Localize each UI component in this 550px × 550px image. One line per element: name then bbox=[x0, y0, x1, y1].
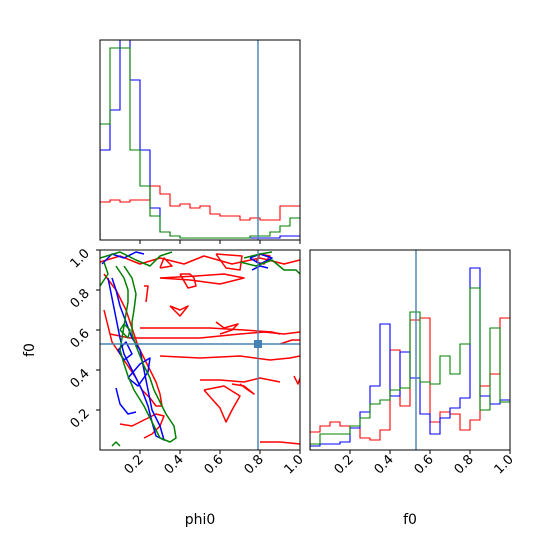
y-axis-label-f0: f0 bbox=[22, 343, 38, 357]
f0-ytick-label: 0.8 bbox=[68, 286, 93, 311]
phi0-xtick-label: 0.4 bbox=[162, 452, 187, 477]
contour-blue-0 bbox=[101, 251, 145, 265]
f0-ytick-label: 0.6 bbox=[68, 326, 93, 351]
contour-red-7 bbox=[169, 305, 189, 317]
f0-hist-xtick-label: 0.4 bbox=[372, 452, 397, 477]
phi0-xtick-label: 0.6 bbox=[202, 452, 227, 477]
f0-ytick-label: 1.0 bbox=[68, 246, 93, 271]
joint-frame bbox=[99, 249, 301, 451]
phi0-histogram-series bbox=[100, 40, 300, 240]
phi0-histogram-red bbox=[100, 185, 300, 240]
phi0-xtick-label: 0.8 bbox=[242, 452, 267, 477]
contour-blue-4 bbox=[115, 387, 137, 415]
contour-green-5 bbox=[243, 251, 273, 259]
phi0-histogram-green bbox=[100, 47, 300, 240]
contour-red-6 bbox=[144, 285, 149, 303]
phi0-xtick-label: 0.2 bbox=[122, 452, 147, 477]
contour-red-10 bbox=[109, 331, 300, 339]
contour-red-8 bbox=[215, 321, 239, 335]
contour-blue-3 bbox=[127, 357, 151, 387]
f0-histogram-green bbox=[310, 287, 510, 450]
f0-histogram-panel: 0.2 0.4 0.6 0.8 1.0 bbox=[309, 249, 517, 477]
contour-blue-1 bbox=[107, 277, 165, 441]
phi0-histogram-panel bbox=[99, 39, 301, 244]
f0-histogram-frame bbox=[309, 249, 511, 451]
contour-green-0 bbox=[100, 251, 173, 267]
f0-hist-xtick-label: 1.0 bbox=[492, 452, 517, 477]
x-axis-label-phi0: phi0 bbox=[185, 512, 216, 528]
f0-hist-xtick-label: 0.6 bbox=[412, 452, 437, 477]
contour-red-0 bbox=[100, 255, 300, 265]
x-axis-label-f0: f0 bbox=[403, 512, 417, 528]
truth-marker bbox=[254, 340, 262, 348]
contour-red-9 bbox=[140, 327, 281, 335]
contour-red-3 bbox=[179, 273, 197, 289]
f0-hist-xtick-label: 0.8 bbox=[452, 452, 477, 477]
contour-red-11 bbox=[159, 355, 300, 361]
contour-green-4 bbox=[239, 259, 300, 275]
contour-red-12 bbox=[279, 339, 300, 345]
contour-red-1 bbox=[159, 273, 245, 285]
contour-red-17 bbox=[260, 441, 300, 445]
f0-ytick-label: 0.2 bbox=[68, 406, 93, 431]
f0-ytick-label: 0.4 bbox=[68, 366, 93, 391]
contour-green-3 bbox=[100, 261, 109, 287]
contour-red-13 bbox=[200, 377, 281, 383]
contour-red-16 bbox=[293, 375, 300, 385]
phi0-histogram-frame bbox=[99, 39, 301, 241]
contour-green-6 bbox=[111, 441, 121, 447]
f0-histogram-red bbox=[310, 317, 510, 450]
contour-red-2 bbox=[159, 257, 173, 269]
axis-labels: phi0 f0 f0 bbox=[22, 343, 417, 528]
contour-red-14 bbox=[203, 385, 241, 423]
contour-green-1 bbox=[115, 265, 177, 443]
contour-green-2 bbox=[119, 323, 131, 339]
contour-red-18 bbox=[119, 413, 165, 439]
phi0-xtick-label: 1.0 bbox=[282, 452, 307, 477]
contour-red-4 bbox=[215, 253, 243, 271]
contour-blue-6 bbox=[251, 265, 269, 271]
contour-red-15 bbox=[231, 383, 255, 395]
joint-contours bbox=[100, 251, 300, 447]
phi0-f0-joint-panel: 0.2 0.4 0.6 0.8 1.0 0.2 0.4 0.6 0.8 1.0 bbox=[68, 246, 307, 477]
f0-histogram-series bbox=[310, 267, 510, 450]
f0-hist-xtick-label: 0.2 bbox=[332, 452, 357, 477]
